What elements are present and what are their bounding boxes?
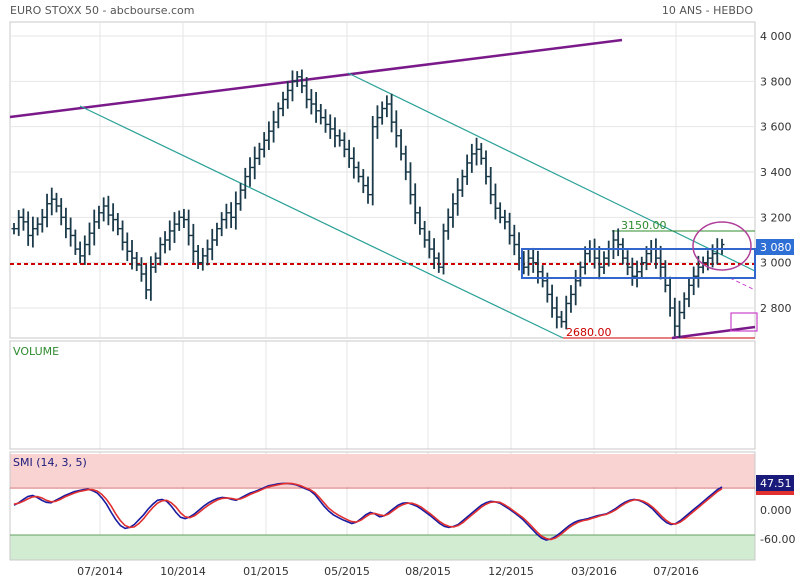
smi-panel bbox=[9, 451, 756, 561]
smi-lines bbox=[13, 482, 723, 541]
x-tick-label: 03/2016 bbox=[571, 565, 617, 578]
smi-panel-title: SMI (14, 3, 5) bbox=[13, 456, 87, 469]
volume-panel bbox=[9, 340, 756, 450]
channel-upper-line bbox=[347, 72, 756, 272]
x-tick-label: 12/2015 bbox=[488, 565, 534, 578]
x-tick-label: 05/2015 bbox=[324, 565, 370, 578]
price-y-tick-label: 3 800 bbox=[760, 75, 792, 88]
smi-last-value-badge bbox=[756, 475, 794, 491]
price-y-tick-label: 3 600 bbox=[760, 121, 792, 134]
highlight-ellipse bbox=[692, 221, 752, 271]
x-tick-label: 10/2014 bbox=[160, 565, 206, 578]
price-last-value-label: 3 080 bbox=[760, 241, 792, 254]
price-y-tick-label: 4 000 bbox=[760, 30, 792, 43]
x-tick-label: 08/2015 bbox=[405, 565, 451, 578]
price-y-tick-label: 3 000 bbox=[760, 257, 792, 270]
projection-dashed-line bbox=[729, 277, 756, 291]
chart-title: EURO STOXX 50 - abcbourse.com bbox=[10, 4, 194, 17]
rising-support-line bbox=[671, 325, 756, 340]
smi-overbought-zone bbox=[10, 454, 755, 487]
x-tick-label: 01/2015 bbox=[243, 565, 289, 578]
magenta-target-box bbox=[730, 312, 758, 332]
resistance-annotation: 3150.00 bbox=[621, 219, 667, 232]
y-axis: 4 000 3 800 3 600 3 400 3 200 3 000 2 800 0.000… bbox=[760, 30, 795, 546]
price-last-value-badge bbox=[756, 239, 794, 255]
price-y-tick-label: 3 200 bbox=[760, 211, 792, 224]
smi-signal-badge bbox=[756, 491, 794, 495]
price-grid bbox=[10, 22, 755, 338]
x-tick-label: 07/2016 bbox=[653, 565, 699, 578]
x-tick-label: 07/2014 bbox=[77, 565, 123, 578]
long-term-trendline bbox=[9, 38, 623, 119]
price-panel bbox=[9, 21, 756, 339]
channel-lower-line bbox=[79, 105, 564, 339]
smi-y-tick-label: 0.000 bbox=[760, 504, 792, 517]
price-y-tick-label: 2 800 bbox=[760, 302, 792, 315]
smi-y-tick-label: -60.00 bbox=[760, 533, 795, 546]
smi-last-value-label: 47.51 bbox=[760, 477, 792, 490]
smi-oversold-zone bbox=[10, 535, 755, 560]
price-y-tick-label: 3 400 bbox=[760, 166, 792, 179]
smi-signal-line bbox=[13, 482, 723, 541]
volume-panel-title: VOLUME bbox=[13, 345, 59, 358]
volume-grid bbox=[99, 341, 677, 449]
candles bbox=[11, 69, 725, 338]
smi-line bbox=[13, 482, 723, 541]
support-annotation: 2680.00 bbox=[566, 326, 612, 339]
x-axis: 07/2014 10/2014 01/2015 05/2015 08/2015 12/20… bbox=[77, 565, 699, 578]
period-label: 10 ANS - HEBDO bbox=[662, 4, 753, 17]
range-box bbox=[521, 248, 756, 279]
